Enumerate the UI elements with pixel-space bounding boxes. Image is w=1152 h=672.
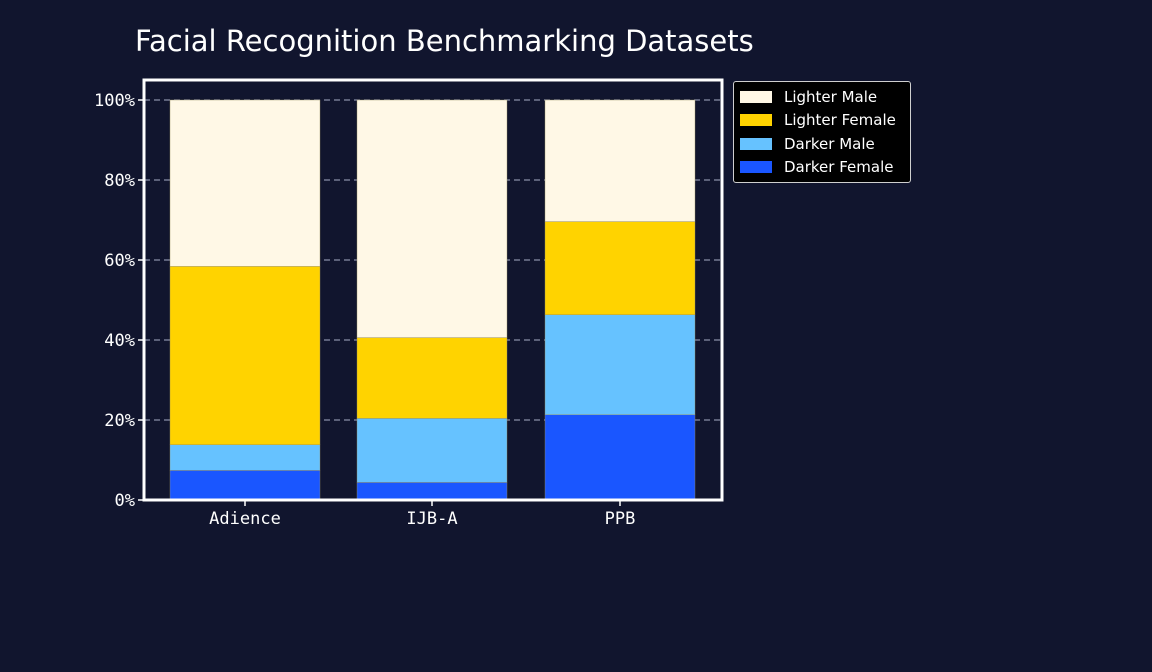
bar-adience-darker-male <box>169 444 321 471</box>
x-tick-label: Adience <box>209 509 281 529</box>
legend-label-lighter-male: Lighter Male <box>784 87 878 106</box>
legend-item-darker-male: Darker Male <box>734 132 910 156</box>
legend: Lighter Male Lighter Female Darker Male … <box>733 81 911 183</box>
legend-label-darker-male: Darker Male <box>784 134 875 153</box>
legend-swatch-darker-female <box>740 161 772 174</box>
bar-adience-darker-female <box>169 470 321 501</box>
bar-ijb-a-darker-male <box>356 418 508 483</box>
bar-ijb-a-darker-female <box>356 482 508 501</box>
chart-title: Facial Recognition Benchmarking Datasets <box>135 24 754 58</box>
y-tick-label: 0% <box>115 491 135 511</box>
legend-item-darker-female: Darker Female <box>734 156 910 180</box>
legend-swatch-lighter-female <box>740 114 772 127</box>
y-tick-label: 100% <box>94 91 135 111</box>
bars <box>169 99 696 501</box>
bar-ppb-darker-male <box>544 314 696 415</box>
x-axis: Adience IJB-A PPB <box>209 500 635 529</box>
y-tick-label: 40% <box>104 331 135 351</box>
bar-ijb-a-lighter-male <box>356 99 508 338</box>
x-tick-label: IJB-A <box>406 509 457 529</box>
legend-item-lighter-female: Lighter Female <box>734 109 910 133</box>
legend-swatch-darker-male <box>740 137 772 150</box>
y-tick-label: 60% <box>104 251 135 271</box>
legend-swatch-lighter-male <box>740 90 772 103</box>
legend-label-darker-female: Darker Female <box>784 158 894 177</box>
bar-adience-lighter-female <box>169 266 321 445</box>
y-tick-label: 80% <box>104 171 135 191</box>
bar-adience-lighter-male <box>169 99 321 267</box>
y-tick-label: 20% <box>104 411 135 431</box>
bar-ijb-a-lighter-female <box>356 337 508 419</box>
bar-ppb-lighter-female <box>544 221 696 316</box>
legend-label-lighter-female: Lighter Female <box>784 111 896 130</box>
x-tick-label: PPB <box>605 509 636 529</box>
bar-ppb-darker-female <box>544 414 696 501</box>
plot-area-frame <box>142 78 724 502</box>
bar-ppb-lighter-male <box>544 99 696 222</box>
legend-item-lighter-male: Lighter Male <box>734 85 910 109</box>
y-axis: 0% 20% 40% 60% 80% 100% <box>94 91 144 511</box>
